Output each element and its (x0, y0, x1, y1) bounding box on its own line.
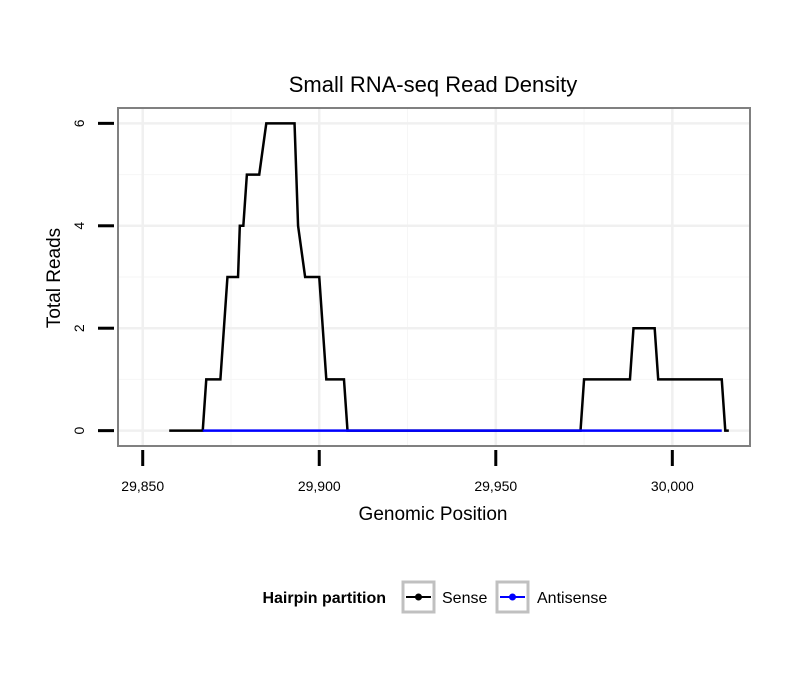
series-layer (169, 122, 729, 432)
y-axis-label: Total Reads (44, 228, 65, 328)
y-tick-label: 2 (71, 324, 87, 332)
legend-item-antisense: Antisense (495, 580, 607, 614)
y-axis: 0 2 4 6 (71, 119, 114, 435)
series-line-sense (169, 122, 729, 432)
y-tick-label: 0 (71, 427, 87, 435)
y-tick-label: 4 (71, 222, 87, 230)
y-tick-label: 6 (71, 119, 87, 127)
x-tick-label: 29,950 (474, 478, 517, 494)
legend-label-antisense: Antisense (537, 590, 607, 607)
x-axis-label: Genomic Position (359, 504, 508, 525)
legend-label-sense: Sense (442, 590, 487, 607)
legend-key-dot (415, 593, 422, 601)
x-tick-label: 30,000 (651, 478, 694, 494)
legend-item-sense: Sense (401, 580, 487, 614)
plot-panel (117, 107, 751, 447)
x-tick-label: 29,900 (298, 478, 341, 494)
legend: Hairpin partition Sense Antisense (262, 580, 607, 614)
legend-title: Hairpin partition (262, 590, 386, 607)
x-tick-label: 29,850 (121, 478, 164, 494)
x-axis: 29,850 29,900 29,950 30,000 (121, 450, 694, 494)
chart-title: Small RNA-seq Read Density (289, 72, 578, 97)
legend-key-dot (509, 593, 516, 601)
